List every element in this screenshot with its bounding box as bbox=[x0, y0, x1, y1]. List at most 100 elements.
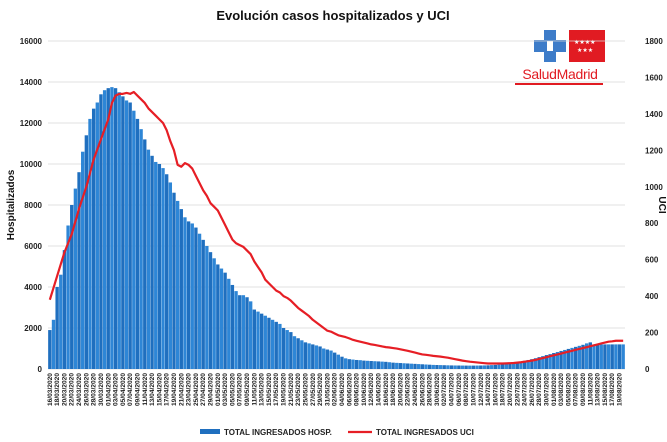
y-axis-left-label: Hospitalizados bbox=[6, 169, 17, 240]
hosp-bar bbox=[186, 221, 191, 369]
hosp-bar bbox=[51, 319, 56, 369]
hosp-bar bbox=[135, 118, 140, 370]
hosp-bar bbox=[249, 301, 253, 369]
x-tick-label: 20/07/2020 bbox=[507, 373, 514, 406]
x-tick-label: 26/03/2020 bbox=[83, 373, 90, 406]
x-tick-label: 28/07/2020 bbox=[536, 373, 543, 406]
hosp-bar bbox=[402, 363, 406, 369]
hosp-bar bbox=[172, 192, 176, 369]
hosp-bar bbox=[544, 355, 549, 369]
hosp-bar bbox=[132, 110, 136, 369]
x-tick-label: 24/06/2020 bbox=[412, 373, 419, 406]
hosp-bar bbox=[190, 223, 194, 369]
legend: TOTAL INGRESADOS HOSP. TOTAL INGRESADOS … bbox=[200, 428, 474, 437]
hosp-bar bbox=[373, 361, 377, 369]
hosp-bar bbox=[73, 188, 78, 369]
hosp-bar bbox=[395, 362, 399, 369]
x-tick-label: 29/04/2020 bbox=[208, 373, 215, 406]
hosp-bar bbox=[84, 135, 89, 369]
hosp-bar bbox=[311, 344, 315, 369]
hosp-bar bbox=[497, 364, 501, 369]
hosp-bar bbox=[351, 359, 355, 369]
saludmadrid-logo: ★★★★ ★★★ SaludMadrid bbox=[515, 30, 605, 85]
hosp-bar bbox=[95, 102, 99, 369]
y-tick-right: 1000 bbox=[645, 183, 663, 192]
y-tick-right: 200 bbox=[645, 329, 659, 338]
hosp-bar bbox=[175, 200, 180, 369]
hosp-bar bbox=[406, 363, 410, 369]
hosp-bar bbox=[508, 363, 512, 369]
y-tick-left: 6000 bbox=[24, 242, 42, 251]
hosp-bar bbox=[548, 354, 552, 369]
hosp-bar bbox=[457, 365, 461, 369]
hosp-bar bbox=[595, 344, 600, 369]
hosp-bar bbox=[300, 340, 304, 369]
hosp-bar bbox=[471, 365, 476, 369]
hosp-bar bbox=[303, 342, 308, 369]
x-tick-label: 17/08/2020 bbox=[609, 373, 616, 406]
hosp-bar bbox=[570, 347, 574, 369]
hosp-bar bbox=[563, 349, 567, 369]
hosp-bar bbox=[296, 338, 300, 369]
hosp-bar bbox=[409, 363, 414, 369]
hosp-bar bbox=[387, 362, 392, 369]
hosp-bar bbox=[212, 258, 216, 369]
x-tick-label: 22/06/2020 bbox=[405, 373, 412, 406]
hosp-bar bbox=[208, 252, 213, 369]
hosp-bar bbox=[588, 342, 592, 369]
x-tick-label: 30/03/2020 bbox=[98, 373, 105, 406]
x-tick-label: 07/08/2020 bbox=[573, 373, 580, 406]
x-tick-label: 30/07/2020 bbox=[543, 373, 550, 406]
hosp-bar bbox=[581, 344, 585, 369]
x-tick-label: 11/05/2020 bbox=[251, 373, 258, 406]
hosp-bar bbox=[117, 92, 121, 369]
hosp-bar bbox=[438, 365, 443, 369]
hosp-bar bbox=[362, 360, 366, 369]
hosp-bar bbox=[216, 264, 220, 369]
hosp-bar bbox=[150, 155, 154, 369]
hosp-bar bbox=[77, 172, 81, 369]
x-tick-label: 25/05/2020 bbox=[302, 373, 309, 406]
hosp-bar bbox=[533, 358, 538, 369]
y-tick-right: 1600 bbox=[645, 73, 663, 82]
y-tick-left: 8000 bbox=[24, 201, 42, 210]
y-tick-left: 16000 bbox=[20, 37, 43, 46]
hosp-bar bbox=[384, 361, 388, 369]
hosp-bar bbox=[603, 344, 607, 369]
hosp-bar bbox=[270, 319, 275, 369]
y-tick-right: 800 bbox=[645, 219, 659, 228]
x-tick-label: 03/05/2020 bbox=[222, 373, 229, 406]
hosp-bar bbox=[416, 364, 421, 369]
hosp-bar bbox=[252, 309, 257, 369]
hosp-bar bbox=[420, 364, 424, 369]
y-tick-left: 0 bbox=[38, 365, 43, 374]
hosp-bar bbox=[139, 129, 143, 369]
y-tick-right: 1200 bbox=[645, 146, 663, 155]
hosp-bar bbox=[599, 344, 603, 369]
hosp-bar bbox=[165, 174, 169, 369]
x-tick-label: 06/06/2020 bbox=[346, 373, 353, 406]
hosp-bar bbox=[486, 365, 490, 369]
x-tick-label: 23/05/2020 bbox=[295, 373, 302, 406]
hosp-bar bbox=[157, 164, 162, 369]
hosp-bar bbox=[413, 363, 417, 369]
y-tick-right: 1800 bbox=[645, 37, 663, 46]
x-tick-label: 11/08/2020 bbox=[587, 373, 594, 406]
hosp-bar bbox=[621, 344, 625, 369]
x-tick-label: 20/03/2020 bbox=[61, 373, 68, 406]
hosp-bar bbox=[424, 364, 428, 369]
hosp-bar bbox=[102, 90, 107, 369]
hosp-bar bbox=[197, 233, 202, 369]
hosp-bar bbox=[398, 363, 403, 369]
hosp-bar bbox=[336, 354, 341, 369]
hosp-bar bbox=[241, 295, 246, 369]
x-tick-label: 09/05/2020 bbox=[244, 373, 251, 406]
gridlines bbox=[48, 40, 625, 370]
x-tick-label: 19/04/2020 bbox=[171, 373, 178, 406]
x-tick-label: 16/06/2020 bbox=[383, 373, 390, 406]
y-axis-right-label: UCI bbox=[656, 196, 667, 213]
hosp-bar bbox=[124, 100, 129, 369]
hosp-bar bbox=[154, 161, 158, 369]
hosp-bar bbox=[515, 362, 519, 369]
x-tick-label: 30/06/2020 bbox=[434, 373, 441, 406]
